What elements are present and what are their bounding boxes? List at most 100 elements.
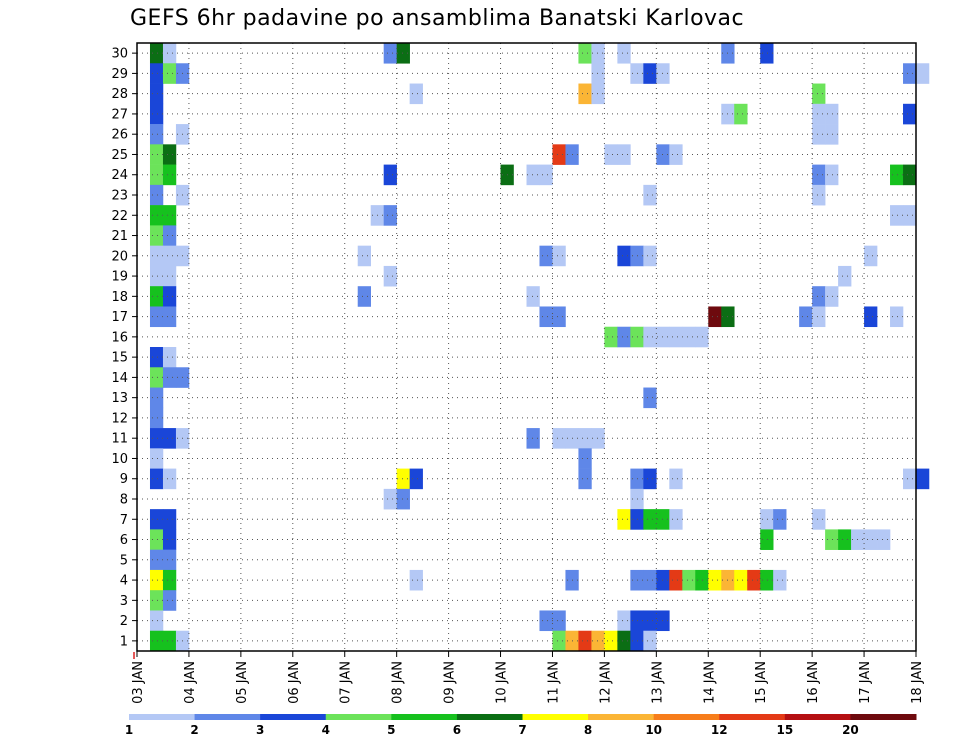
heatmap-cell <box>890 205 904 226</box>
heatmap-cell <box>617 245 631 267</box>
y-tick-label: 28 <box>111 87 128 102</box>
heatmap-cell <box>773 569 787 591</box>
y-tick-label: 14 <box>111 371 128 386</box>
y-tick-label: 24 <box>111 168 128 183</box>
heatmap-cell <box>162 164 177 186</box>
heatmap-cell <box>149 63 164 84</box>
heatmap-cell <box>643 468 657 490</box>
heatmap-cell <box>383 205 397 226</box>
heatmap-cell <box>383 164 397 186</box>
heatmap-cell <box>695 569 709 591</box>
y-tick-label: 16 <box>111 330 128 345</box>
heatmap-cell <box>162 569 177 591</box>
heatmap-cell <box>162 205 177 226</box>
heatmap-cell <box>708 569 722 591</box>
heatmap-cell <box>734 103 748 125</box>
heatmap-cell <box>149 43 164 64</box>
heatmap-cell <box>617 630 631 652</box>
heatmap-cell <box>149 610 164 632</box>
heatmap-cell <box>162 43 177 64</box>
heatmap-cell <box>578 83 592 105</box>
heatmap-cell <box>682 326 696 348</box>
heatmap-cell <box>890 164 904 186</box>
colorbar-label: 7 <box>518 723 526 737</box>
x-tick-label: 12 JAN <box>598 661 613 704</box>
y-tick-label: 3 <box>120 594 128 609</box>
colorbar-swatch <box>194 714 261 720</box>
colorbar-label: 10 <box>645 723 662 737</box>
heatmap-cell <box>552 306 566 328</box>
heatmap-cell <box>799 306 813 328</box>
colorbar-swatch <box>260 714 327 720</box>
heatmap-cell <box>903 164 917 186</box>
heatmap-cell <box>708 306 722 328</box>
heatmap-cell <box>617 144 631 165</box>
heatmap-cell <box>591 630 605 652</box>
heatmap-cell <box>812 124 826 145</box>
heatmap-cell <box>669 144 683 165</box>
colorbar-label: 5 <box>387 723 395 737</box>
y-tick-label: 8 <box>120 493 128 508</box>
heatmap-cell <box>760 509 774 530</box>
x-tick-label: 04 JAN <box>183 661 198 704</box>
heatmap-cell <box>552 428 566 449</box>
heatmap-cell <box>916 468 930 490</box>
heatmap-cell <box>162 225 177 246</box>
heatmap-cell <box>149 124 164 145</box>
y-tick-label: 22 <box>111 209 128 224</box>
heatmap-cell <box>669 569 683 591</box>
colorbar-swatch <box>522 714 589 720</box>
heatmap-cell <box>149 630 164 652</box>
heatmap-cell <box>357 245 371 267</box>
chart-title: GEFS 6hr padavine po ansamblima Banatski… <box>130 6 745 31</box>
heatmap-cell <box>591 63 605 84</box>
heatmap-cell <box>149 549 164 571</box>
y-tick-label: 12 <box>111 411 128 426</box>
colorbar-label: 8 <box>584 723 592 737</box>
heatmap-cell <box>643 245 657 267</box>
heatmap-cell <box>604 144 618 165</box>
heatmap-cell <box>643 63 657 84</box>
heatmap-cell <box>162 347 177 368</box>
heatmap-cell <box>617 610 631 632</box>
x-tick-label: 15 JAN <box>754 661 769 704</box>
heatmap-cell <box>604 630 618 652</box>
heatmap-cell <box>526 286 540 307</box>
heatmap-cell <box>643 610 657 632</box>
colorbar-swatch <box>850 714 917 720</box>
heatmap-cell <box>890 306 904 328</box>
heatmap-cell <box>149 428 164 449</box>
heatmap-cell <box>838 265 852 287</box>
heatmap-cell <box>643 326 657 348</box>
heatmap-cell <box>643 509 657 530</box>
heatmap-cell <box>149 225 164 246</box>
y-tick-label: 2 <box>120 614 128 629</box>
colorbar-label: 15 <box>776 723 793 737</box>
heatmap-cell <box>812 509 826 530</box>
heatmap-cell <box>149 205 164 226</box>
heatmap-cell <box>162 144 177 165</box>
heatmap-cell <box>617 43 631 64</box>
heatmap-cell <box>604 326 618 348</box>
x-tick-label: 13 JAN <box>650 661 665 704</box>
heatmap-cell <box>526 164 540 186</box>
heatmap-cell <box>643 630 657 652</box>
x-tick-label: 17 JAN <box>858 661 873 704</box>
y-tick-label: 10 <box>111 452 128 467</box>
x-tick-label: 05 JAN <box>235 661 250 704</box>
heatmap-cell <box>617 509 631 530</box>
heatmap-cell <box>357 286 371 307</box>
x-tick-label: 10 JAN <box>495 661 510 704</box>
heatmap-cell <box>149 286 164 307</box>
heatmap-cell <box>149 569 164 591</box>
heatmap-cell <box>760 43 774 64</box>
heatmap-cell <box>149 590 164 611</box>
heatmap-cell <box>591 43 605 64</box>
heatmap-cell <box>825 529 839 550</box>
heatmap-cell <box>162 306 177 328</box>
heatmap-cell <box>149 306 164 328</box>
heatmap-cell <box>903 205 917 226</box>
heatmap-cell <box>682 569 696 591</box>
x-tick-label: 08 JAN <box>391 661 406 704</box>
